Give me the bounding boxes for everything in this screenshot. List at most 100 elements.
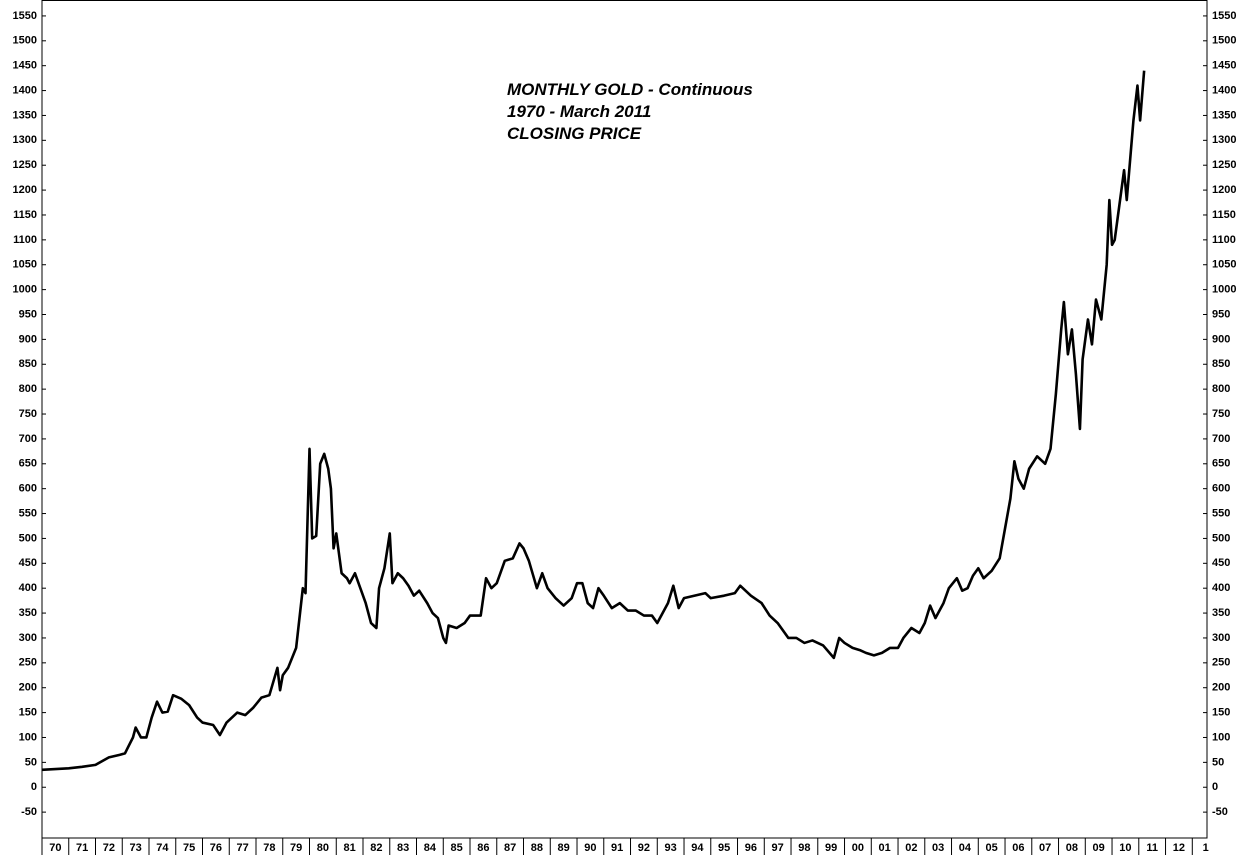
y-tick-label: 250 [19,657,37,669]
x-tick-label: 91 [611,842,623,854]
chart-subtitle: 1970 - March 2011 [507,102,651,121]
y2-tick-label: 850 [1212,358,1230,370]
x-tick-label: 09 [1093,842,1105,854]
x-tick-label: 10 [1119,842,1131,854]
x-tick-label: 1 [1203,842,1209,854]
y-tick-label: 650 [19,458,37,470]
y-tick-label: 950 [19,308,37,320]
y2-tick-label: 1300 [1212,134,1236,146]
y2-tick-label: 600 [1212,483,1230,495]
plot-frame [41,0,1208,839]
x-tick-label: 82 [370,842,382,854]
y-tick-label: 1400 [13,84,37,96]
x-tick-label: 94 [691,842,704,854]
y2-tick-label: 550 [1212,507,1230,519]
y2-tick-label: 500 [1212,532,1230,544]
y-tick-label: 900 [19,333,37,345]
y-tick-label: 500 [19,532,37,544]
x-tick-label: 75 [183,842,195,854]
x-tick-label: 70 [49,842,61,854]
x-tick-label: 11 [1146,842,1158,854]
y-tick-label: 750 [19,408,37,420]
y2-tick-label: 1150 [1212,209,1236,221]
y2-tick-label: 1350 [1212,109,1236,121]
y-tick-label: 450 [19,557,37,569]
y-tick-label: 300 [19,632,37,644]
y-tick-label: 800 [19,383,37,395]
x-tick-label: 78 [263,842,275,854]
x-tick-label: 76 [210,842,222,854]
y2-tick-label: 200 [1212,682,1230,694]
y2-tick-label: 1400 [1212,84,1236,96]
y-tick-label: 1550 [13,10,37,22]
y-tick-label: 1000 [13,284,37,296]
x-tick-label: 98 [798,842,810,854]
x-tick-label: 89 [558,842,570,854]
x-tick-label: 02 [905,842,917,854]
y-tick-label: 1100 [13,234,37,246]
y2-tick-label: -50 [1212,806,1228,818]
y2-tick-label: 650 [1212,458,1230,470]
x-tick-label: 80 [317,842,329,854]
y-tick-label: 1200 [13,184,37,196]
x-tick-label: 79 [290,842,302,854]
x-tick-label: 88 [531,842,543,854]
y2-tick-label: 50 [1212,756,1224,768]
x-tick-label: 06 [1012,842,1024,854]
x-tick-label: 84 [424,842,437,854]
y2-tick-label: 1500 [1212,35,1236,47]
x-tick-label: 77 [237,842,249,854]
x-tick-label: 83 [397,842,409,854]
x-tick-label: 05 [986,842,998,854]
y-tick-label: 1300 [13,134,37,146]
y2-tick-label: 250 [1212,657,1230,669]
y-tick-label: 1350 [13,109,37,121]
y2-tick-label: 900 [1212,333,1230,345]
y2-tick-label: 1450 [1212,60,1236,72]
chart-title: MONTHLY GOLD - Continuous [507,80,753,99]
y2-tick-label: 700 [1212,433,1230,445]
y2-tick-label: 0 [1212,781,1218,793]
y2-tick-label: 1250 [1212,159,1236,171]
y2-tick-label: 150 [1212,707,1230,719]
x-tick-label: 92 [638,842,650,854]
x-tick-label: 08 [1066,842,1078,854]
x-tick-label: 99 [825,842,837,854]
y2-tick-label: 1000 [1212,284,1236,296]
x-tick-label: 04 [959,842,972,854]
y2-tick-label: 1550 [1212,10,1236,22]
x-tick-label: 87 [504,842,516,854]
y2-tick-label: 350 [1212,607,1230,619]
y-tick-label: 600 [19,483,37,495]
x-tick-label: 12 [1173,842,1185,854]
x-tick-label: 72 [103,842,115,854]
x-tick-label: 86 [477,842,489,854]
y-tick-label: 1450 [13,60,37,72]
x-tick-label: 73 [130,842,142,854]
y2-tick-label: 100 [1212,731,1230,743]
y-tick-label: 100 [19,731,37,743]
x-tick-label: 97 [772,842,784,854]
y2-tick-label: 1100 [1212,234,1236,246]
y-tick-label: 1500 [13,35,37,47]
y-tick-label: 1150 [13,209,37,221]
x-tick-label: 96 [745,842,757,854]
x-tick-label: 81 [344,842,356,854]
y2-tick-label: 750 [1212,408,1230,420]
x-tick-label: 95 [718,842,730,854]
y2-tick-label: 800 [1212,383,1230,395]
y2-tick-label: 1200 [1212,184,1236,196]
y2-tick-label: 400 [1212,582,1230,594]
x-tick-label: 01 [879,842,891,854]
y-tick-label: 550 [19,507,37,519]
y-tick-label: -50 [21,806,37,818]
y-tick-label: 850 [19,358,37,370]
y-tick-label: 0 [31,781,37,793]
x-tick-label: 07 [1039,842,1051,854]
y2-tick-label: 950 [1212,308,1230,320]
y-tick-label: 50 [25,756,37,768]
x-tick-label: 85 [451,842,463,854]
y2-tick-label: 1050 [1212,259,1236,271]
x-tick-label: 71 [76,842,88,854]
